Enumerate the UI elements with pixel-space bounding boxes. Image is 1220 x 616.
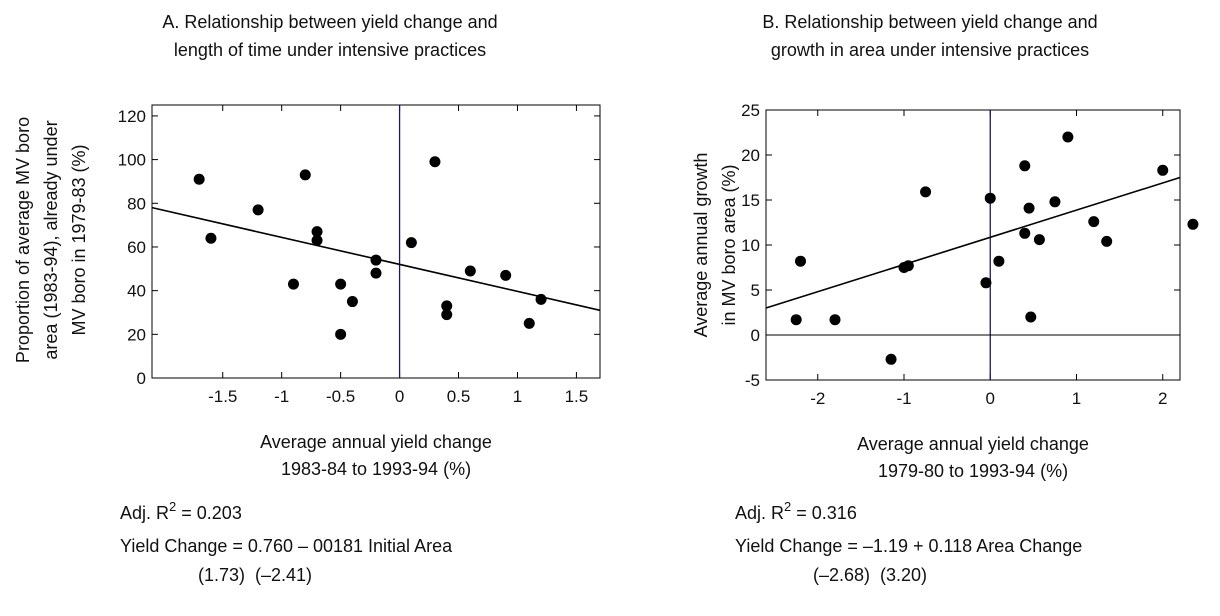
- chart-title: length of time under intensive practices: [174, 40, 486, 60]
- equation: Yield Change = –1.19 + 0.118 Area Change: [735, 536, 1082, 556]
- scatter-point: [1062, 131, 1074, 143]
- scatter-point: [370, 254, 382, 266]
- scatter-point: [299, 169, 311, 181]
- scatter-point: [829, 314, 841, 326]
- t-statistics: (1.73) (–2.41): [198, 565, 312, 585]
- scatter-point: [252, 204, 264, 216]
- scatter-point: [405, 237, 417, 249]
- scatter-point: [1101, 235, 1113, 247]
- annotation: Adj. R2 = 0.316: [735, 499, 857, 523]
- scatter-point: [795, 255, 806, 267]
- y-tick-label: 100: [118, 151, 146, 170]
- plot-frame: [151, 104, 601, 379]
- plot-frame: [765, 109, 1181, 381]
- y-tick-label: -5: [745, 371, 760, 390]
- x-tick-label: -0.5: [326, 387, 355, 406]
- scatter-point: [346, 296, 358, 308]
- x-tick-label: 0: [395, 387, 404, 406]
- y-tick-label: 5: [751, 281, 760, 300]
- y-tick-label: 80: [127, 194, 146, 213]
- scatter-point: [500, 269, 512, 281]
- y-tick-label: 10: [741, 236, 760, 255]
- annotation-sup: 2: [169, 499, 176, 514]
- scatter-point: [464, 265, 476, 277]
- annotation-text: = 0.203: [176, 503, 242, 523]
- y-tick-label: 0: [137, 369, 146, 388]
- trend-line: [765, 176, 1181, 309]
- scatter-point: [902, 260, 914, 272]
- y-tick-label: 25: [741, 101, 760, 120]
- annotation: Adj. R2 = 0.203: [120, 499, 242, 523]
- chart-title: A. Relationship between yield change and: [162, 12, 497, 32]
- x-axis-label: 1983-84 to 1993-94 (%): [281, 459, 471, 479]
- equation: Yield Change = 0.760 – 00181 Initial Are…: [120, 536, 453, 556]
- y-axis-label: Average annual growth: [691, 153, 711, 338]
- scatter-point: [287, 278, 299, 290]
- y-tick-label: 15: [741, 191, 760, 210]
- scatter-point: [1025, 311, 1037, 323]
- x-tick-label: 1.5: [565, 387, 589, 406]
- scatter-point: [1049, 196, 1061, 208]
- scatter-point: [1019, 160, 1031, 172]
- x-tick-label: 2: [1158, 389, 1167, 408]
- x-tick-label: -1.5: [208, 387, 237, 406]
- scatter-point: [441, 300, 453, 312]
- y-tick-label: 0: [751, 326, 760, 345]
- scatter-point: [311, 226, 323, 238]
- scatter-point: [1187, 218, 1199, 230]
- annotation-text: Adj. R: [735, 503, 784, 523]
- x-tick-label: 0: [986, 389, 995, 408]
- scatter-point: [535, 293, 547, 305]
- scatter-point: [311, 234, 323, 246]
- scatter-point: [993, 255, 1005, 267]
- y-tick-label: 40: [127, 282, 146, 301]
- x-axis-label: 1979-80 to 1993-94 (%): [878, 461, 1068, 481]
- scatter-point: [885, 353, 897, 365]
- x-tick-label: -1: [896, 389, 911, 408]
- scatter-point: [1157, 164, 1169, 176]
- y-tick-label: 20: [741, 146, 760, 165]
- y-axis-label: area (1983-94), already under: [41, 120, 61, 359]
- scatter-point: [1019, 227, 1031, 239]
- x-tick-label: -1: [274, 387, 289, 406]
- scatter-point: [193, 173, 205, 185]
- y-axis-label: MV boro in 1979-83 (%): [69, 144, 89, 335]
- x-tick-label: 0.5: [447, 387, 471, 406]
- annotation-text: Adj. R: [120, 503, 169, 523]
- x-axis-label: Average annual yield change: [260, 432, 492, 452]
- x-tick-label: 1: [513, 387, 522, 406]
- scatter-point: [984, 192, 996, 204]
- y-tick-label: 120: [118, 107, 146, 126]
- scatter-point: [790, 314, 802, 326]
- x-axis-label: Average annual yield change: [857, 434, 1089, 454]
- scatter-point: [335, 328, 347, 340]
- x-tick-label: 1: [1072, 389, 1081, 408]
- y-tick-label: 20: [127, 325, 146, 344]
- y-axis-label: Proportion of average MV boro: [13, 117, 33, 363]
- y-tick-label: 60: [127, 238, 146, 257]
- scatter-point: [429, 156, 441, 168]
- scatter-point: [205, 232, 217, 244]
- scatter-point: [920, 186, 932, 198]
- t-statistics: (–2.68) (3.20): [813, 565, 927, 585]
- scatter-point: [1033, 234, 1045, 246]
- annotation-sup: 2: [784, 499, 791, 514]
- scatter-point: [441, 309, 453, 321]
- y-axis-label: in MV boro area (%): [719, 164, 739, 325]
- scatter-point: [1088, 216, 1100, 228]
- chart-title: B. Relationship between yield change and: [762, 12, 1097, 32]
- scatter-point: [370, 267, 382, 279]
- annotation-text: = 0.316: [791, 503, 857, 523]
- scatter-point: [1023, 202, 1035, 214]
- scatter-point: [980, 277, 992, 289]
- x-tick-label: -2: [810, 389, 825, 408]
- scatter-point: [523, 317, 535, 329]
- chart-title: growth in area under intensive practices: [771, 40, 1089, 60]
- scatter-point: [335, 278, 347, 290]
